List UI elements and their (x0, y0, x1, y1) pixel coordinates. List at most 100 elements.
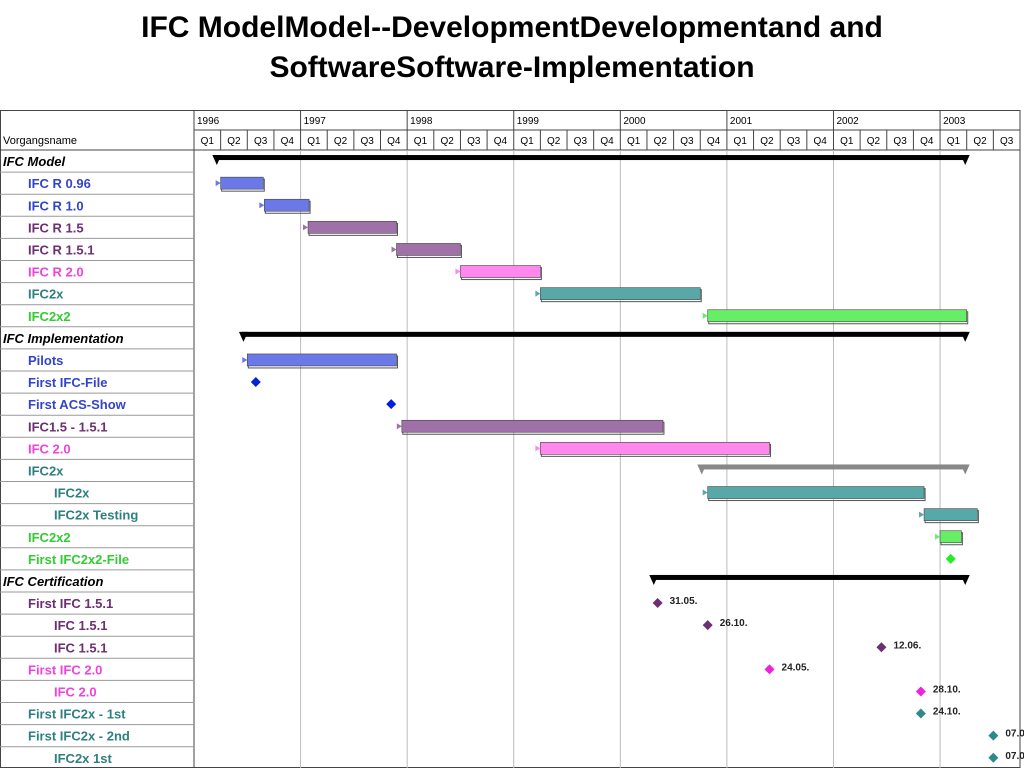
quarter-label: Q2 (227, 136, 241, 147)
milestone-date-label: 12.06. (893, 640, 921, 651)
milestone-diamond (386, 399, 397, 410)
quarter-label: Q1 (520, 136, 534, 147)
summary-start-cap (697, 464, 707, 475)
milestone-date-label: 26.10. (720, 618, 748, 629)
year-label: 2002 (836, 116, 859, 127)
quarter-label: Q2 (547, 136, 561, 147)
summary-start-cap (238, 331, 248, 342)
dependency-arrow (215, 180, 221, 187)
quarter-label: Q4 (707, 136, 721, 147)
quarter-label: Q2 (334, 136, 348, 147)
dependency-arrow (935, 533, 941, 540)
task-label: IFC 1.5.1 (54, 618, 107, 633)
quarter-label: Q1 (840, 136, 854, 147)
task-label: IFC2x (54, 486, 90, 501)
dependency-arrow (919, 511, 925, 518)
task-bar (396, 243, 461, 256)
dependency-arrow (535, 445, 541, 452)
task-label: IFC Certification (3, 574, 103, 589)
year-label: 1998 (410, 116, 433, 127)
quarter-label: Q1 (734, 136, 748, 147)
task-label: IFC Implementation (3, 331, 124, 346)
quarter-label: Q2 (654, 136, 668, 147)
task-label: IFC2x2 (28, 530, 71, 545)
dependency-arrow (455, 268, 461, 275)
task-label: First IFC2x - 1st (28, 707, 126, 722)
quarter-label: Q3 (1000, 136, 1014, 147)
quarter-label: Q1 (947, 136, 961, 147)
dependency-arrow (242, 356, 248, 363)
year-label: 1997 (304, 116, 327, 127)
task-label: IFC1.5 - 1.5.1 (28, 419, 107, 434)
task-bar (923, 508, 978, 521)
dependency-arrow (702, 489, 708, 496)
summary-end-cap (960, 331, 970, 342)
quarter-label: Q4 (600, 136, 614, 147)
task-label: IFC R 1.0 (28, 198, 84, 213)
task-label: First IFC2x - 2nd (28, 729, 130, 744)
quarter-label: Q1 (414, 136, 428, 147)
milestone-date-label: 24.10. (933, 707, 961, 718)
milestone-diamond (250, 377, 261, 388)
task-bar (540, 442, 770, 455)
task-label: IFC 2.0 (28, 441, 71, 456)
task-label: IFC2x 1st (54, 751, 112, 766)
quarter-label: Q4 (387, 136, 401, 147)
quarter-label: Q4 (920, 136, 934, 147)
quarter-label: Q3 (361, 136, 375, 147)
milestone-date-label: 31.05. (670, 596, 698, 607)
quarter-label: Q2 (760, 136, 774, 147)
milestone-date-label: 24.05. (782, 662, 810, 673)
summary-bar (700, 464, 967, 470)
milestone-date-label: 07.05 (1005, 729, 1024, 740)
slide-title: IFC ModelModel--DevelopmentDevelopmentan… (0, 8, 1024, 88)
quarter-label: Q3 (574, 136, 588, 147)
quarter-label: Q4 (813, 136, 827, 147)
task-label: IFC 1.5.1 (54, 640, 107, 655)
milestone-diamond (652, 598, 663, 609)
year-label: 2000 (623, 116, 646, 127)
quarter-label: Q2 (867, 136, 881, 147)
quarter-label: Q1 (307, 136, 321, 147)
quarter-label: Q3 (254, 136, 268, 147)
milestone-diamond (915, 686, 926, 697)
dependency-arrow (391, 246, 397, 253)
quarter-label: Q2 (973, 136, 987, 147)
task-bar (460, 265, 541, 278)
year-label: 1999 (517, 116, 540, 127)
year-label: 2003 (943, 116, 966, 127)
quarter-label: Q2 (440, 136, 454, 147)
quarter-label: Q3 (893, 136, 907, 147)
dependency-arrow (396, 423, 402, 430)
milestone-diamond (915, 708, 926, 719)
task-label: IFC2x Testing (54, 508, 138, 523)
column-header: Vorgangsname (3, 135, 77, 147)
dependency-arrow (259, 202, 265, 209)
quarter-label: Q3 (680, 136, 694, 147)
dependency-arrow (303, 224, 309, 231)
task-label: First IFC 1.5.1 (28, 596, 113, 611)
year-label: 1996 (197, 116, 220, 127)
summary-end-cap (960, 155, 970, 166)
milestone-diamond (988, 752, 999, 763)
quarter-label: Q3 (787, 136, 801, 147)
milestone-diamond (988, 730, 999, 741)
task-label: IFC R 0.96 (28, 176, 91, 191)
chart-frame (0, 110, 1021, 768)
milestone-diamond (764, 664, 775, 675)
task-label: IFC2x (28, 287, 64, 302)
dependency-arrow (535, 290, 541, 297)
milestone-diamond (702, 620, 713, 631)
quarter-label: Q1 (627, 136, 641, 147)
year-label: 2001 (730, 116, 753, 127)
task-label: IFC R 1.5 (28, 220, 84, 235)
quarter-label: Q4 (494, 136, 508, 147)
milestone-diamond (945, 553, 956, 564)
task-label: Pilots (28, 353, 63, 368)
summary-start-cap (649, 574, 659, 585)
task-label: First IFC-File (28, 375, 107, 390)
task-label: IFC R 1.5.1 (28, 242, 94, 257)
summary-end-cap (960, 574, 970, 585)
task-label: IFC2x (28, 463, 64, 478)
milestone-date-label: 28.10. (933, 684, 961, 695)
